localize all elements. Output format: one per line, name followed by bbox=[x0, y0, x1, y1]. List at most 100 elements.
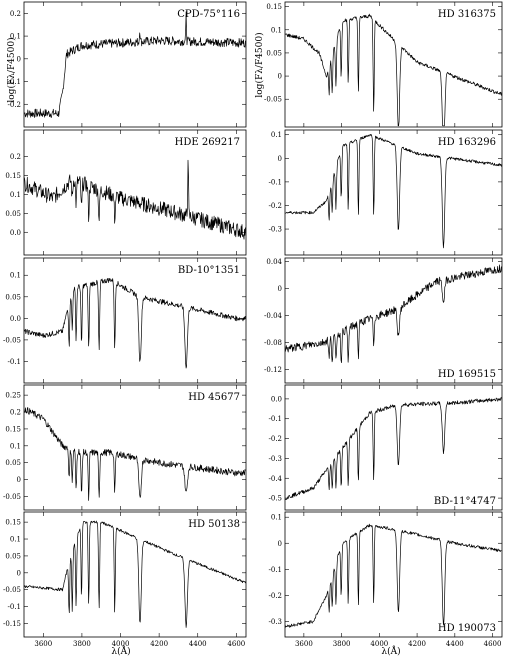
spectrum-line bbox=[24, 407, 246, 501]
panel-frame bbox=[23, 257, 247, 384]
y-tick-label: 0.2 bbox=[10, 409, 21, 417]
panel-title: HD 190073 bbox=[438, 623, 496, 634]
y-tick-label: 0.1 bbox=[10, 191, 21, 199]
y-tick-label: 0.1 bbox=[10, 33, 21, 41]
spectrum-line bbox=[24, 159, 246, 240]
y-tick-label: 0 bbox=[17, 476, 21, 484]
y-tick-label: -0.12 bbox=[264, 366, 282, 374]
panel-frame bbox=[23, 129, 247, 256]
y-tick-label: -0.1 bbox=[8, 603, 22, 611]
y-tick-label: -0.05 bbox=[264, 96, 282, 104]
x-tick-label: 4600 bbox=[227, 640, 245, 648]
panel-frame bbox=[284, 384, 503, 511]
x-tick-label: 4200 bbox=[150, 640, 168, 648]
y-tick-label: -0.3 bbox=[269, 455, 283, 463]
y-tick-label: 0.15 bbox=[266, 3, 282, 11]
panels-group: -0.2-0.100.10.2 CPD-75°1160.00.050.10.150… bbox=[3, 1, 503, 648]
x-tick-label: 3600 bbox=[295, 640, 313, 648]
x-axis-title-right: λ(Å) bbox=[381, 645, 400, 657]
y-tick-label: -0.3 bbox=[269, 618, 283, 626]
y-tick-label: -0.05 bbox=[3, 586, 21, 594]
y-tick-label: 0.05 bbox=[266, 49, 282, 57]
panel-1: 0.0 0.05 0.1 0.15 0.2 HDE 269217 bbox=[5, 129, 247, 256]
y-tick-label: 0.1 bbox=[271, 514, 282, 522]
panel-frame bbox=[284, 129, 503, 256]
y-tick-label: 0 bbox=[278, 285, 282, 293]
y-tick-label: -0.2 bbox=[269, 202, 283, 210]
panel-3: -0.05 0 0.05 0.1 0.15 0.2 0.25 HD 45677 bbox=[3, 384, 247, 511]
panel-frame bbox=[23, 511, 247, 638]
spectrum-line bbox=[24, 520, 246, 628]
y-tick-label: -0.1 bbox=[269, 415, 283, 423]
spectrum-line bbox=[285, 523, 502, 628]
x-tick-label: 4000 bbox=[370, 640, 388, 648]
panel-title: CPD-75°116 bbox=[177, 9, 240, 20]
y-tick-label: 0.1 bbox=[10, 272, 21, 280]
y-tick-label: 0.0 bbox=[271, 395, 282, 403]
y-tick-label: 0 bbox=[17, 55, 21, 63]
panel-10: -0.3 -0.2 -0.1 0 0.1 3600 3800 4000 4200 4400 4600… bbox=[269, 511, 503, 648]
y-tick-label: -0.1 bbox=[269, 566, 283, 574]
y-tick-label: -0.05 bbox=[3, 493, 21, 501]
x-tick-label: 4400 bbox=[189, 640, 207, 648]
x-tick-label: 4600 bbox=[484, 640, 502, 648]
y-tick-label: 0.05 bbox=[5, 293, 21, 301]
y-tick-label: -0.3 bbox=[269, 226, 283, 234]
panel-title: HD 169515 bbox=[438, 369, 496, 380]
x-tick-label: 4200 bbox=[408, 640, 426, 648]
y-tick-label: 0 bbox=[17, 569, 21, 577]
panel-frame bbox=[284, 257, 503, 384]
y-tick-label: 0.05 bbox=[5, 210, 21, 218]
y-tick-label: 0.1 bbox=[271, 26, 282, 34]
panel-title: HD 45677 bbox=[188, 392, 240, 403]
y-tick-label: -0.1 bbox=[8, 358, 22, 366]
panel-frame bbox=[23, 384, 247, 511]
panel-frame bbox=[284, 511, 503, 638]
y-tick-label: 0.1 bbox=[10, 536, 21, 544]
spectrum-line bbox=[24, 277, 246, 369]
y-tick-label: 0.15 bbox=[5, 172, 21, 180]
x-tick-label: 3800 bbox=[73, 640, 91, 648]
panel-title: HD 50138 bbox=[188, 519, 240, 530]
y-tick-label: 0 bbox=[278, 155, 282, 163]
y-axis-title-left: log(Fλ/F4500) bbox=[6, 37, 17, 102]
y-tick-label: -0.04 bbox=[264, 312, 282, 320]
x-tick-label: 3800 bbox=[333, 640, 351, 648]
y-tick-label: -0.5 bbox=[269, 495, 283, 503]
panel-2: -0.1 -0.05 0.0 0.05 0.1 BD-10°1351 bbox=[3, 257, 247, 384]
panel-6: -0.3 -0.2 -0.1 0 0.1 HD 163296 bbox=[269, 129, 503, 256]
panel-4: -0.15 -0.1 -0.05 0 0.05 0.1 0.15 3600 3800 4000 42… bbox=[3, 511, 247, 648]
y-tick-label: -0.05 bbox=[3, 336, 21, 344]
panel-7: -0.12 -0.08 -0.04 0 0.04 HD 169515 bbox=[264, 257, 503, 384]
y-tick-label: 0 bbox=[278, 73, 282, 81]
y-tick-label: 0.1 bbox=[10, 442, 21, 450]
y-tick-label: -0.2 bbox=[269, 435, 283, 443]
y-tick-label: 0.0 bbox=[10, 315, 21, 323]
panel-title: HDE 269217 bbox=[175, 137, 240, 148]
y-tick-label: 0.05 bbox=[5, 459, 21, 467]
spectrum-line bbox=[285, 13, 502, 127]
y-tick-label: 0.25 bbox=[5, 392, 21, 400]
y-tick-label: -0.4 bbox=[269, 475, 283, 483]
y-tick-label: 0.04 bbox=[266, 258, 282, 266]
spectrum-line bbox=[285, 396, 502, 500]
y-tick-label: -0.1 bbox=[8, 78, 22, 86]
y-axis-title-right: log(Fλ/F4500) bbox=[254, 32, 265, 97]
spectrum-line bbox=[24, 11, 246, 118]
y-tick-label: 0.1 bbox=[271, 131, 282, 139]
y-tick-label: -0.2 bbox=[269, 592, 283, 600]
x-tick-label: 4000 bbox=[112, 640, 130, 648]
y-tick-label: 0.0 bbox=[10, 229, 21, 237]
y-tick-label: 0 bbox=[278, 540, 282, 548]
y-tick-label: -0.08 bbox=[264, 339, 282, 347]
panel-title: BD-11°4747 bbox=[434, 496, 496, 507]
y-tick-label: 0.2 bbox=[10, 153, 21, 161]
panel-frame bbox=[23, 1, 247, 128]
panel-9: -0.5 -0.4 -0.3 -0.2 -0.1 0.0 BD-11°4747 bbox=[269, 384, 503, 511]
panel-0: -0.2 -0.1 0 0.1 0.2 CPD-75°116 bbox=[8, 1, 247, 128]
y-tick-label: 0.15 bbox=[5, 519, 21, 527]
panel-title: HD 163296 bbox=[438, 137, 496, 148]
x-axis-title-left: λ(Å) bbox=[111, 645, 130, 657]
y-tick-label: 0.05 bbox=[5, 552, 21, 560]
